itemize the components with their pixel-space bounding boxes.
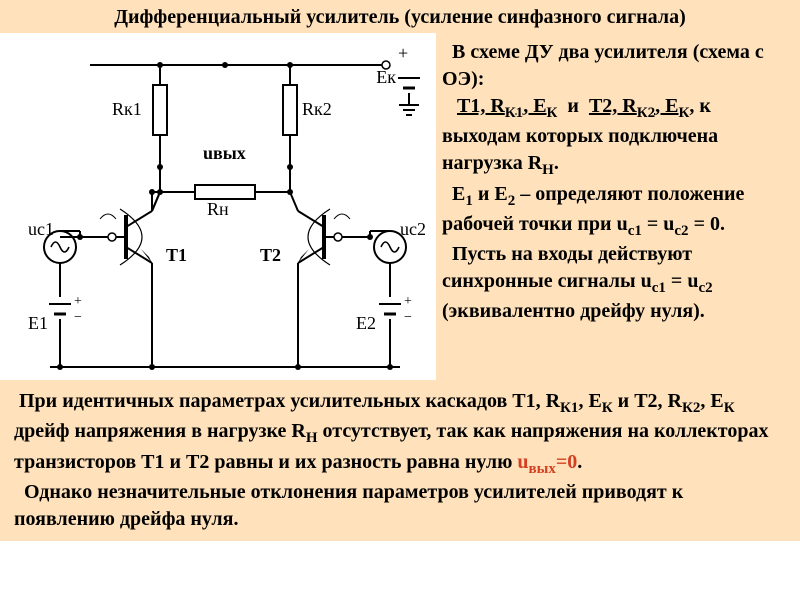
upper-row: +ЕкRк1Rк2uвыхRнT1T2uс1E1+−uс2E2+− В схем… [0, 33, 800, 380]
svg-text:+: + [398, 43, 408, 63]
svg-text:E1: E1 [28, 313, 48, 333]
svg-text:−: − [404, 310, 412, 325]
svg-text:T1: T1 [166, 245, 187, 265]
right-description: В схеме ДУ два усилителя (схема с ОЭ): Т… [436, 33, 800, 380]
svg-text:+: + [404, 294, 412, 309]
title-bar: Дифференциальный усилитель (усиление син… [0, 0, 800, 33]
circuit-diagram: +ЕкRк1Rк2uвыхRнT1T2uс1E1+−uс2E2+− [0, 33, 436, 380]
bottom-description: При идентичных параметрах усилительных к… [0, 380, 800, 541]
svg-text:uс2: uс2 [400, 219, 426, 239]
svg-text:Ек: Ек [376, 67, 396, 87]
svg-text:Rн: Rн [207, 199, 229, 219]
svg-text:E2: E2 [356, 313, 376, 333]
svg-text:uс1: uс1 [28, 219, 54, 239]
svg-text:uвых: uвых [203, 143, 246, 163]
page-title: Дифференциальный усилитель (усиление син… [114, 6, 686, 28]
svg-text:+: + [74, 294, 82, 309]
svg-text:Rк2: Rк2 [302, 99, 332, 119]
svg-text:Rк1: Rк1 [112, 99, 142, 119]
svg-text:T2: T2 [260, 245, 281, 265]
svg-text:−: − [74, 310, 82, 325]
